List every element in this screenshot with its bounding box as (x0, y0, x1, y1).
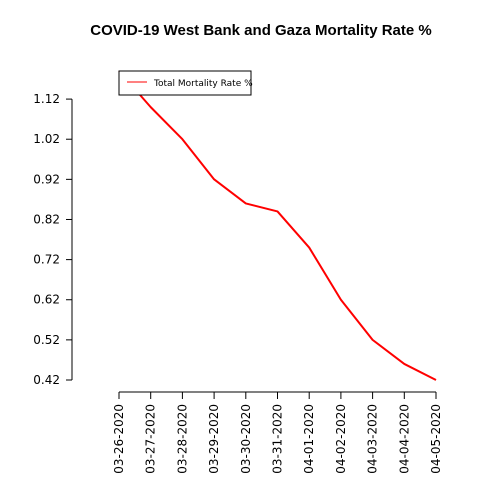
x-tick-label: 04-03-2020 (366, 404, 380, 474)
chart-title: COVID-19 West Bank and Gaza Mortality Ra… (90, 22, 431, 39)
legend-label: Total Mortality Rate % (153, 79, 253, 89)
y-tick-label: 0.42 (33, 373, 60, 387)
x-axis: 03-26-2020 03-27-2020 03-28-2020 03-29-2020… (112, 391, 443, 474)
series-line-total-mortality-rate (118, 70, 437, 381)
legend-box (118, 70, 252, 96)
y-tick-label: 0.92 (33, 172, 60, 186)
y-tick-label: 0.62 (33, 293, 60, 307)
y-axis: 0.42 0.52 0.62 0.72 0.82 0.92 1.02 1.12 (33, 92, 73, 387)
x-tick-label: 03-30-2020 (239, 404, 253, 474)
y-tick-label: 1.02 (33, 132, 60, 146)
x-tick-label: 04-02-2020 (334, 404, 348, 474)
y-tick-label: 0.72 (33, 253, 60, 267)
y-tick-label: 1.12 (33, 92, 60, 106)
x-tick-label: 03-31-2020 (271, 404, 285, 474)
x-tick-label: 04-01-2020 (302, 404, 316, 474)
x-tick-label: 04-05-2020 (429, 404, 443, 474)
x-tick-label: 03-28-2020 (175, 404, 189, 474)
x-tick-label: 03-27-2020 (144, 404, 158, 474)
y-tick-label: 0.82 (33, 212, 60, 226)
legend: Total Mortality Rate % (118, 70, 253, 96)
y-tick-label: 0.52 (33, 333, 60, 347)
plot-area (118, 70, 437, 381)
x-tick-label: 03-26-2020 (112, 404, 126, 474)
x-tick-label: 04-04-2020 (397, 404, 411, 474)
x-tick-label: 03-29-2020 (207, 404, 221, 474)
